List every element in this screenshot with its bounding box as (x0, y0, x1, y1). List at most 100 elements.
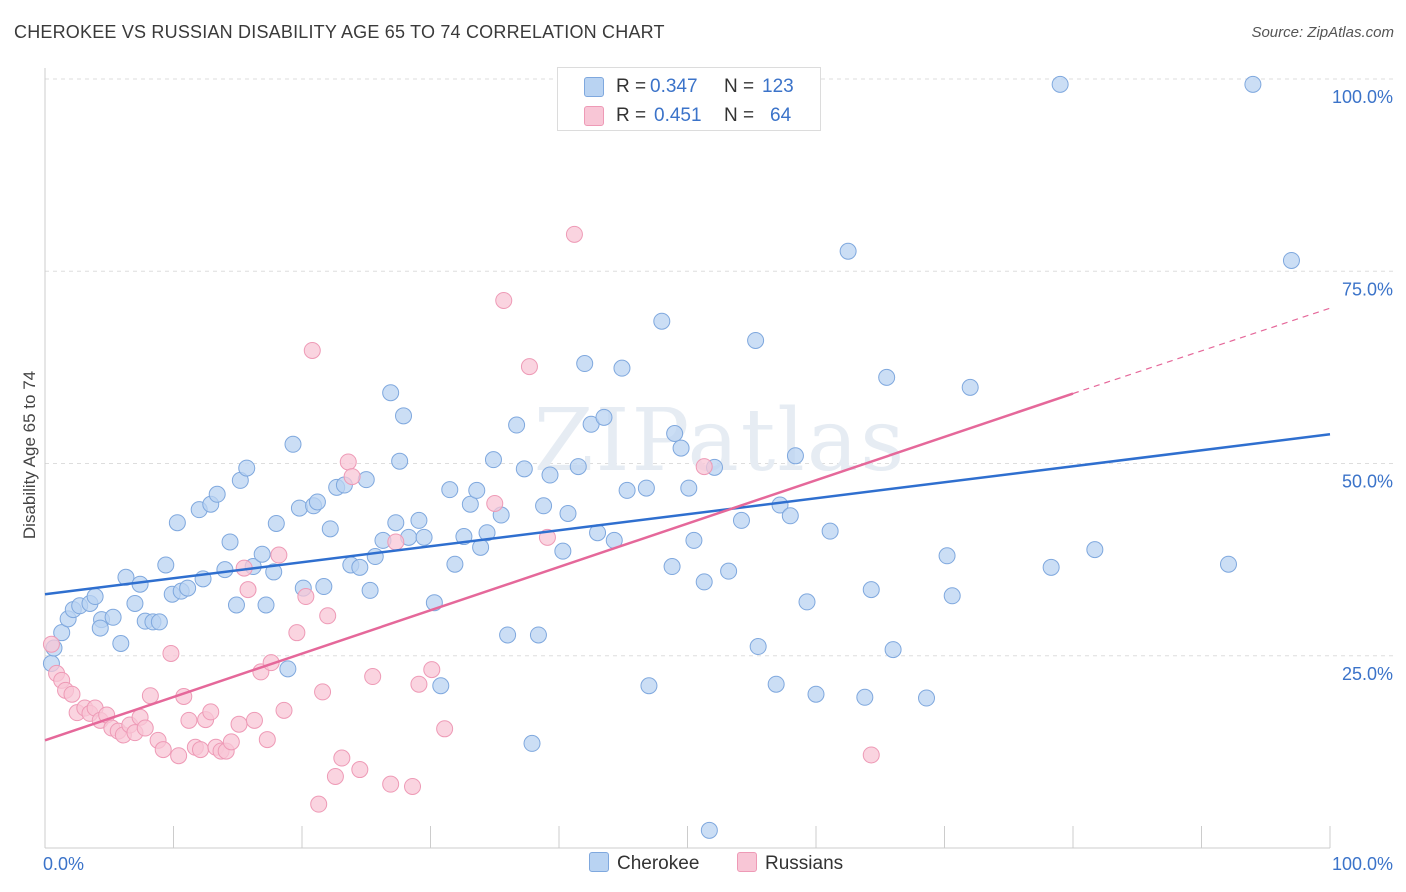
bottom-legend-cherokee: Cherokee (589, 852, 699, 875)
cherokee-point (478, 524, 496, 542)
y-tick-label: 100.0% (1332, 87, 1393, 107)
cherokee-point (415, 528, 433, 546)
russians-point (202, 703, 220, 721)
russians-trendline-extension (1072, 307, 1331, 395)
russians-point (520, 358, 538, 376)
trendlines (44, 307, 1331, 742)
bottom-legend-russians: Russians (737, 852, 843, 875)
legend-r-value: 0.451 (654, 105, 702, 126)
cherokee-point (91, 619, 109, 637)
cherokee-point (267, 514, 285, 532)
legend-n-label: N = (724, 76, 755, 97)
axes (44, 68, 1331, 849)
bottom-legend-swatch-russians (737, 852, 757, 872)
russians-point (343, 468, 361, 486)
cherokee-point (387, 514, 405, 532)
russians-point (136, 719, 154, 737)
cherokee-point (576, 355, 594, 373)
legend-n-value: 123 (762, 76, 794, 97)
russians-point (222, 733, 240, 751)
cherokee-point (104, 608, 122, 626)
bottom-legend-label-cherokee: Cherokee (617, 853, 700, 874)
legend-box: R = 0.347 N = 123 R = 0.451 N = 64 (557, 67, 821, 131)
cherokee-point (541, 466, 559, 484)
russians-point (42, 635, 60, 653)
russians-point (862, 746, 880, 764)
cherokee-point (680, 479, 698, 497)
x-tick-label: 0.0% (43, 854, 84, 874)
cherokee-point (918, 689, 936, 707)
cherokee-point (749, 638, 767, 656)
cherokee-point (554, 542, 572, 560)
cherokee-point (559, 504, 577, 522)
cherokee-point (1051, 75, 1069, 93)
cherokee-point (856, 688, 874, 706)
cherokee-point (150, 613, 168, 631)
chart-title: CHEROKEE VS RUSSIAN DISABILITY AGE 65 TO… (14, 22, 665, 42)
russians-point (351, 761, 369, 779)
cherokee-point (535, 497, 553, 515)
cherokee-point (221, 533, 239, 551)
cherokee-point (361, 581, 379, 599)
cherokee-point (395, 407, 413, 425)
cherokee-point (821, 522, 839, 540)
cherokee-point (839, 242, 857, 260)
russians-point (191, 741, 209, 759)
cherokee-point (618, 481, 636, 499)
cherokee-point (461, 495, 479, 513)
cherokee-point (666, 425, 684, 443)
cherokee-point (484, 451, 502, 469)
cherokee-point (1282, 251, 1300, 269)
russians-point (288, 624, 306, 642)
cherokee-point (499, 626, 517, 644)
russians-point (404, 777, 422, 795)
russians-point (436, 720, 454, 738)
cherokee-point (290, 499, 308, 517)
cherokee-point (284, 435, 302, 453)
russians-point (303, 341, 321, 359)
y-tick-label: 25.0% (1342, 664, 1393, 684)
cherokee-point (410, 511, 428, 529)
cherokee-point (1244, 75, 1262, 93)
russians-point (333, 749, 351, 767)
cherokee-point (126, 594, 144, 612)
cherokee-point (878, 368, 896, 386)
cherokee-point (321, 520, 339, 538)
cherokee-point (613, 359, 631, 377)
cherokee-point (961, 378, 979, 396)
cherokee-point (938, 547, 956, 565)
tick-labels: 25.0% 50.0% 75.0% 100.0% 0.0% 100.0% (43, 87, 1393, 874)
russians-point (382, 775, 400, 793)
cherokee-point (391, 452, 409, 470)
cherokee-point (279, 660, 297, 678)
cherokee-point (862, 581, 880, 599)
russians-point (410, 675, 428, 693)
y-tick-label: 50.0% (1342, 472, 1393, 492)
russians-point (162, 644, 180, 662)
cherokee-point (515, 460, 533, 478)
russians-point (364, 668, 382, 686)
russians-point (141, 687, 159, 705)
cherokee-point (357, 471, 375, 489)
cherokee-point (695, 573, 713, 591)
cherokee-point (1086, 541, 1104, 559)
legend-r-label: R = (616, 105, 647, 126)
russians-point (423, 661, 441, 679)
legend-r-label: R = (616, 76, 647, 97)
russians-point (495, 291, 513, 309)
russians-point (258, 731, 276, 749)
legend-r-value: 0.347 (650, 76, 698, 97)
russians-point (275, 701, 293, 719)
cherokee-point (112, 634, 130, 652)
cherokee-point (653, 312, 671, 330)
series-russians (42, 225, 880, 813)
cherokee-point (253, 545, 271, 563)
russians-point (314, 683, 332, 701)
cherokee-point (700, 821, 718, 839)
chart-source: Source: ZipAtlas.com (1251, 24, 1394, 41)
russians-point (245, 711, 263, 729)
russians-point (270, 546, 288, 564)
watermark: ZIPatlas (534, 391, 906, 491)
cherokee-point (265, 563, 283, 581)
